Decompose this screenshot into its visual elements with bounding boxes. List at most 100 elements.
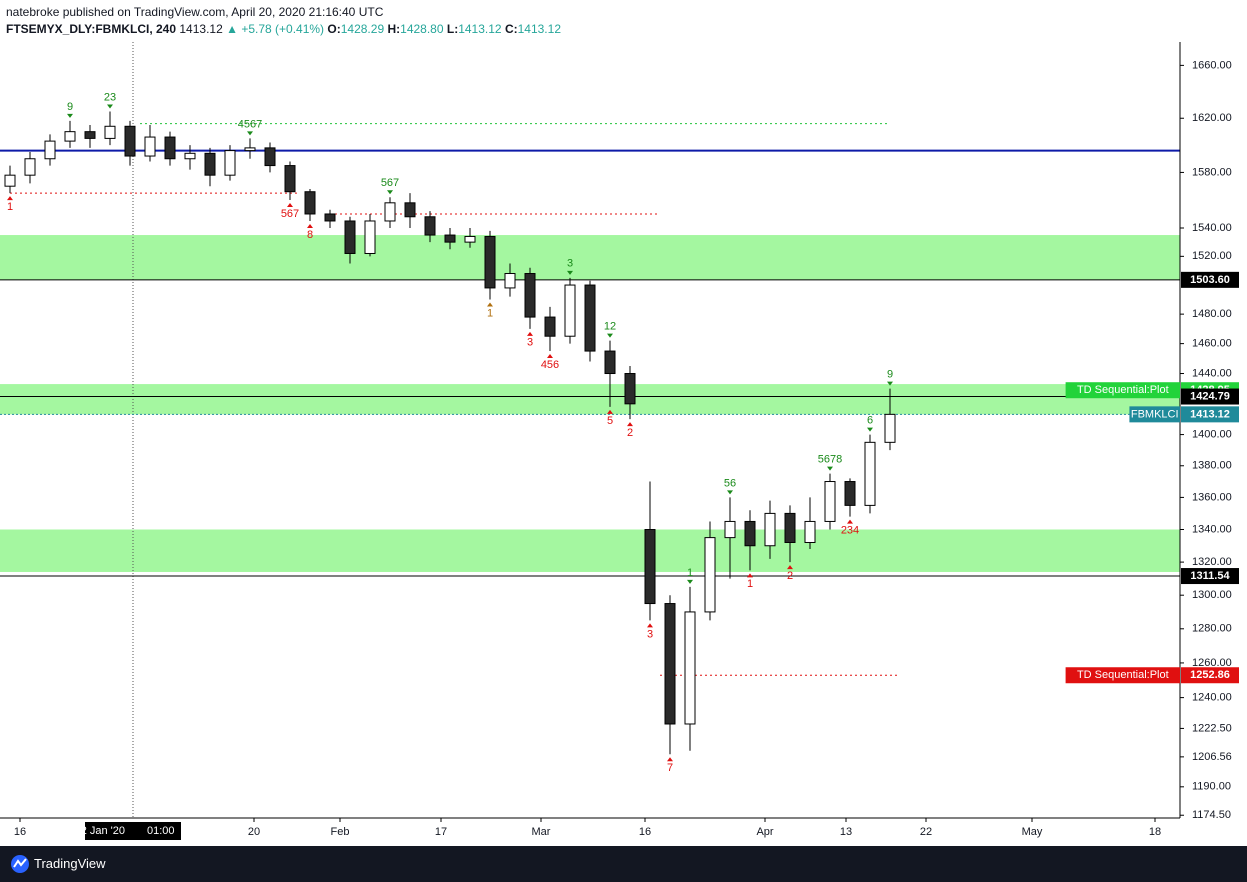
signal-marker (827, 466, 833, 471)
candle-body (124, 125, 136, 157)
signal-marker (527, 331, 533, 336)
crosshair-time: 01:00 (147, 825, 175, 837)
price-tag-name: TD Sequential:Plot (1077, 669, 1169, 681)
zone (0, 384, 1180, 415)
y-tick-label: 1260.00 (1192, 657, 1232, 669)
signal-marker (727, 490, 733, 495)
footer: TradingView (0, 846, 1247, 882)
candle-body (264, 147, 276, 167)
td-count: 12 (604, 321, 616, 333)
td-count: 3 (567, 258, 573, 270)
candle-body (64, 131, 76, 142)
y-tick-label: 1300.00 (1192, 589, 1232, 601)
signal-marker (867, 427, 873, 432)
y-tick-label: 1360.00 (1192, 491, 1232, 503)
y-tick-label: 1460.00 (1192, 338, 1232, 350)
signal-marker (627, 422, 633, 427)
candle-body (144, 136, 156, 157)
td-count: 234 (841, 525, 859, 537)
o-label: O: (327, 22, 341, 36)
y-tick-label: 1240.00 (1192, 692, 1232, 704)
last: 1413.12 (179, 22, 223, 36)
brand: TradingView (34, 856, 106, 871)
y-tick-label: 1380.00 (1192, 460, 1232, 472)
candle-body (164, 136, 176, 160)
price-tag-name-box (1065, 667, 1180, 684)
candle-body (224, 150, 236, 176)
td-count: 3 (527, 337, 533, 349)
x-tick-label: 18 (1149, 826, 1161, 838)
h-label: H: (387, 22, 401, 36)
td-count: 6 (867, 414, 873, 426)
price-tag (1181, 388, 1239, 405)
td-count: 5 (607, 415, 613, 427)
price-tag-label: 1424.79 (1190, 390, 1230, 402)
x-tick-label: Mar (532, 826, 551, 838)
price-tag-name-box (1065, 382, 1180, 399)
y-tick-label: 1174.50 (1192, 809, 1231, 821)
zone (0, 235, 1180, 280)
signal-marker (307, 223, 313, 228)
candle-body (244, 147, 256, 152)
symbol-line: FTSEMYX_DLY:FBMKLCI, 240 1413.12 ▲ +5.78… (6, 22, 561, 36)
x-tick-label: 22 (920, 826, 932, 838)
chart: 9231456756785671345631252371561256782346… (0, 42, 1247, 846)
candle-body (744, 520, 756, 547)
x-tick-label: 20 (248, 826, 260, 838)
candle-body (444, 234, 456, 243)
signal-marker (287, 203, 293, 208)
td-count: 5678 (818, 454, 842, 466)
candle-body (344, 220, 356, 254)
td-count: 2 (787, 570, 793, 582)
candle-body (204, 152, 216, 176)
signal-marker (107, 104, 113, 109)
l-label: L: (446, 22, 459, 36)
signal-marker (547, 354, 553, 359)
publisher: natebroke published on TradingView.com, … (6, 5, 384, 19)
y-tick-label: 1580.00 (1192, 166, 1232, 178)
c-label: C: (504, 22, 518, 36)
candle-body (284, 165, 296, 193)
candle-body (364, 220, 376, 254)
price-tag (1181, 568, 1239, 585)
price-tag-name: FBMKLCI (1131, 408, 1179, 420)
change: ▲ +5.78 (+0.41%) (226, 22, 325, 36)
candle-body (684, 611, 696, 725)
signal-marker (747, 573, 753, 578)
candle-body (324, 213, 336, 222)
y-tick-label: 1480.00 (1192, 308, 1232, 320)
candle-body (24, 158, 36, 176)
price-axis (1180, 42, 1247, 846)
crosshair-date: 02 Jan '20 (75, 825, 125, 837)
y-tick-label: 1400.00 (1192, 428, 1232, 440)
td-count: 567 (281, 208, 299, 220)
price-tag-name: TD Sequential:Plot (1077, 384, 1169, 396)
l-value: 1413.12 (458, 22, 502, 36)
candle-body (764, 512, 776, 547)
candle-body (424, 216, 436, 236)
header: natebroke published on TradingView.com, … (0, 0, 1247, 42)
x-tick-label: Feb (331, 826, 350, 838)
td-count: 1 (687, 567, 693, 579)
y-tick-label: 1340.00 (1192, 523, 1232, 535)
signal-marker (687, 579, 693, 584)
y-tick-label: 1280.00 (1192, 623, 1232, 635)
td-count: 4567 (238, 118, 262, 130)
candle-body (884, 413, 896, 443)
td-count: 23 (104, 91, 116, 103)
candle-body (4, 174, 16, 187)
y-tick-label: 1190.00 (1192, 781, 1231, 793)
y-tick-label: 1440.00 (1192, 367, 1232, 379)
candle-body (104, 125, 116, 139)
candle-body (44, 140, 56, 160)
signal-marker (487, 302, 493, 307)
c-value: 1413.12 (517, 22, 561, 36)
candle-body (824, 481, 836, 522)
candle-body (564, 284, 576, 337)
td-count: 9 (67, 101, 73, 113)
candle-body (484, 235, 496, 289)
td-count: 456 (541, 359, 559, 371)
signal-marker (787, 565, 793, 570)
price-tag-label: 1311.54 (1190, 570, 1230, 582)
price-tag-label: 1503.60 (1190, 274, 1230, 286)
